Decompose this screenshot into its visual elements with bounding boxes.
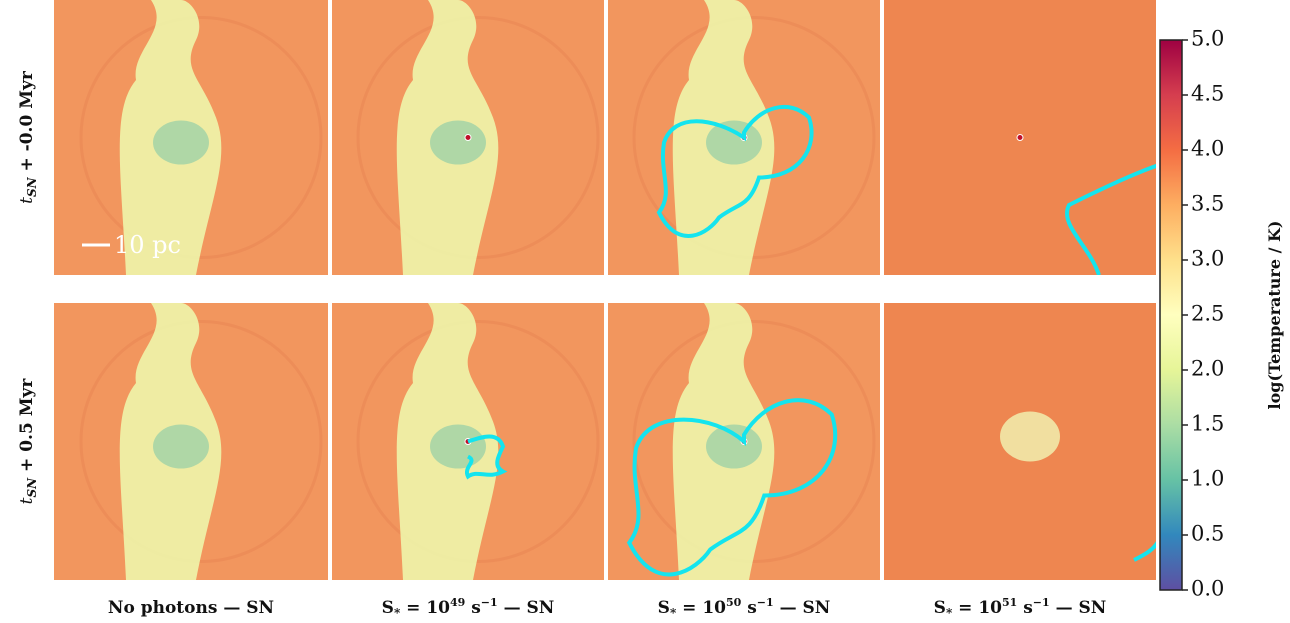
shell [632, 16, 876, 259]
colorbar-tick-label: 2.5 [1191, 302, 1224, 326]
row-label-subscript: SN [25, 477, 39, 498]
column-label-unit-exp: −1 [757, 596, 774, 609]
shell [356, 16, 600, 259]
row-label-text: + -0.0 Myr [17, 70, 37, 177]
column-label-tail: — SN [498, 598, 555, 618]
column-label-exp: 50 [726, 596, 742, 609]
column-label-tail: — SN [774, 598, 831, 618]
colorbar-tick-label: 3.5 [1191, 192, 1224, 216]
column-label: S* = 1050 s−1 — SN [658, 596, 831, 620]
ionization-front [656, 104, 814, 238]
column-label-unit: s [465, 598, 481, 618]
colorbar-tick-label: 5.0 [1191, 27, 1224, 51]
scale-bar-label: 10 pc [114, 231, 181, 259]
shell [79, 16, 323, 259]
ionization-front [626, 398, 838, 577]
column-label-tail: — SN [1050, 598, 1107, 618]
cold-core [430, 120, 486, 165]
cold-core [706, 424, 762, 469]
column-label-unit: s [1017, 598, 1033, 618]
sim-panel [884, 303, 1156, 580]
sim-panel [608, 303, 880, 580]
column-label-base: S [934, 598, 946, 618]
row-label: tSN + -0.0 Myr [17, 70, 39, 204]
sim-panel [332, 0, 604, 275]
column-label-sub: * [670, 606, 677, 620]
sim-panel [332, 303, 604, 580]
row-label-text: + 0.5 Myr [17, 378, 37, 478]
colorbar-tick-label: 2.0 [1191, 357, 1224, 381]
sim-panel [54, 0, 328, 275]
column-label-base: S [382, 598, 394, 618]
column-label-base: S [658, 598, 670, 618]
column-label-exp: 51 [1002, 596, 1017, 609]
column-label: No photons — SN [108, 598, 274, 618]
colorbar-tick-label: 1.5 [1191, 412, 1224, 436]
colorbar-tick-label: 4.0 [1191, 137, 1224, 161]
shell [632, 320, 876, 563]
row-label-symbol: t [17, 197, 37, 204]
ionization-front [1133, 541, 1156, 562]
cold-core [153, 120, 209, 165]
cold-core [706, 120, 762, 165]
star [1016, 134, 1024, 141]
shell [356, 320, 600, 563]
column-label: S* = 1049 s−1 — SN [382, 596, 555, 620]
colorbar-tick-label: 0.0 [1191, 577, 1224, 601]
column-label-unit: s [741, 598, 757, 618]
sim-panel [608, 0, 880, 275]
column-label-eq: = 10 [676, 598, 726, 618]
star [464, 134, 472, 141]
colorbar-tick-label: 4.5 [1191, 82, 1224, 106]
column-label-sub: * [946, 606, 953, 620]
colorbar-tick-label: 0.5 [1191, 522, 1224, 546]
column-label: S* = 1051 s−1 — SN [934, 596, 1107, 620]
column-label-text: No photons — SN [108, 598, 274, 618]
colorbar-tick-label: 3.0 [1191, 247, 1224, 271]
ionization-front [1065, 163, 1156, 275]
colorbar [1159, 39, 1183, 591]
row-label: tSN + 0.5 Myr [17, 378, 39, 505]
column-label-unit-exp: −1 [481, 596, 498, 609]
sim-panel [884, 0, 1156, 275]
ionization-front [464, 434, 508, 480]
cold-core [430, 424, 486, 469]
row-label-symbol: t [17, 497, 37, 504]
column-label-exp: 49 [450, 596, 465, 609]
column-label-eq: = 10 [400, 598, 450, 618]
panels [54, 0, 1156, 580]
column-label-unit-exp: −1 [1033, 596, 1050, 609]
column-label-eq: = 10 [952, 598, 1002, 618]
shell [79, 320, 323, 563]
gas-cloud [1000, 411, 1060, 462]
cold-core [153, 424, 209, 469]
colorbar-tick-label: 1.0 [1191, 467, 1224, 491]
column-label-sub: * [394, 606, 401, 620]
row-label-subscript: SN [25, 176, 39, 197]
colorbar-label: log(Temperature / K) [1265, 221, 1284, 410]
sim-panel [54, 303, 328, 580]
